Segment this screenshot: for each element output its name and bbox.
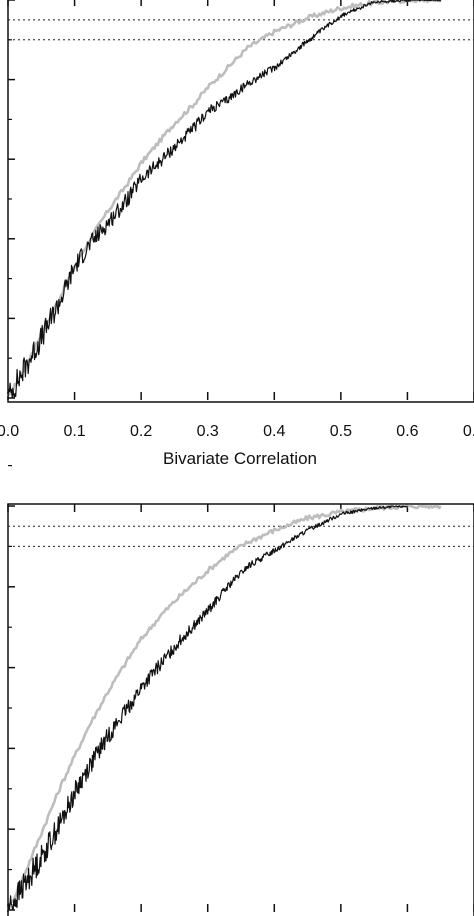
top-reference-lines bbox=[8, 19, 474, 41]
bottom-x-ticks bbox=[7, 504, 474, 912]
bottom-series-gray bbox=[6, 504, 442, 911]
bottom-y-ticks bbox=[8, 465, 15, 911]
top-panel: 0.0 0.1 0.2 0.3 0.4 0.5 0.6 0.7 Bivariate Corre… bbox=[0, 0, 474, 468]
top-series-black bbox=[7, 0, 442, 399]
bottom-reference-lines bbox=[8, 525, 474, 547]
top-y-ticks bbox=[8, 0, 15, 399]
top-x-axis-title: Bivariate Correlation bbox=[163, 449, 317, 468]
bottom-series-black bbox=[7, 505, 408, 911]
top-x-tick-label-6: 0.6 bbox=[396, 423, 418, 440]
top-x-tick-label-0: 0.0 bbox=[0, 423, 19, 440]
top-x-tick-label-1: 0.1 bbox=[63, 423, 85, 440]
top-plot-frame bbox=[7, 0, 474, 403]
top-series bbox=[6, 0, 442, 399]
top-x-tick-label-7: 0.7 bbox=[463, 423, 474, 440]
bottom-panel bbox=[6, 465, 474, 916]
top-x-ticks: 0.0 0.1 0.2 0.3 0.4 0.5 0.6 0.7 bbox=[0, 0, 474, 440]
top-x-tick-label-3: 0.3 bbox=[197, 423, 219, 440]
bottom-series bbox=[6, 504, 442, 911]
top-series-gray bbox=[6, 0, 442, 397]
top-x-tick-label-4: 0.4 bbox=[263, 423, 285, 440]
top-x-tick-label-2: 0.2 bbox=[130, 423, 152, 440]
top-x-tick-label-5: 0.5 bbox=[330, 423, 352, 440]
bottom-plot-frame bbox=[7, 503, 474, 916]
